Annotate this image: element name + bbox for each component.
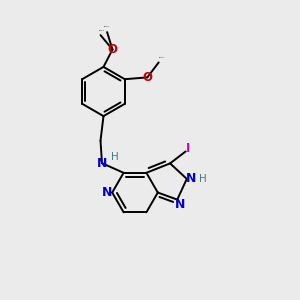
Text: O: O xyxy=(107,43,118,56)
Text: methoxy: methoxy xyxy=(103,26,109,27)
Text: methoxy: methoxy xyxy=(99,29,105,31)
Text: N: N xyxy=(97,157,107,170)
Text: methoxy: methoxy xyxy=(159,57,166,58)
Text: N: N xyxy=(175,199,185,212)
Text: H: H xyxy=(111,152,119,162)
Text: N: N xyxy=(102,186,112,199)
Text: H: H xyxy=(199,174,206,184)
Text: N: N xyxy=(186,172,196,185)
Text: I: I xyxy=(186,142,190,155)
Text: O: O xyxy=(142,71,152,84)
